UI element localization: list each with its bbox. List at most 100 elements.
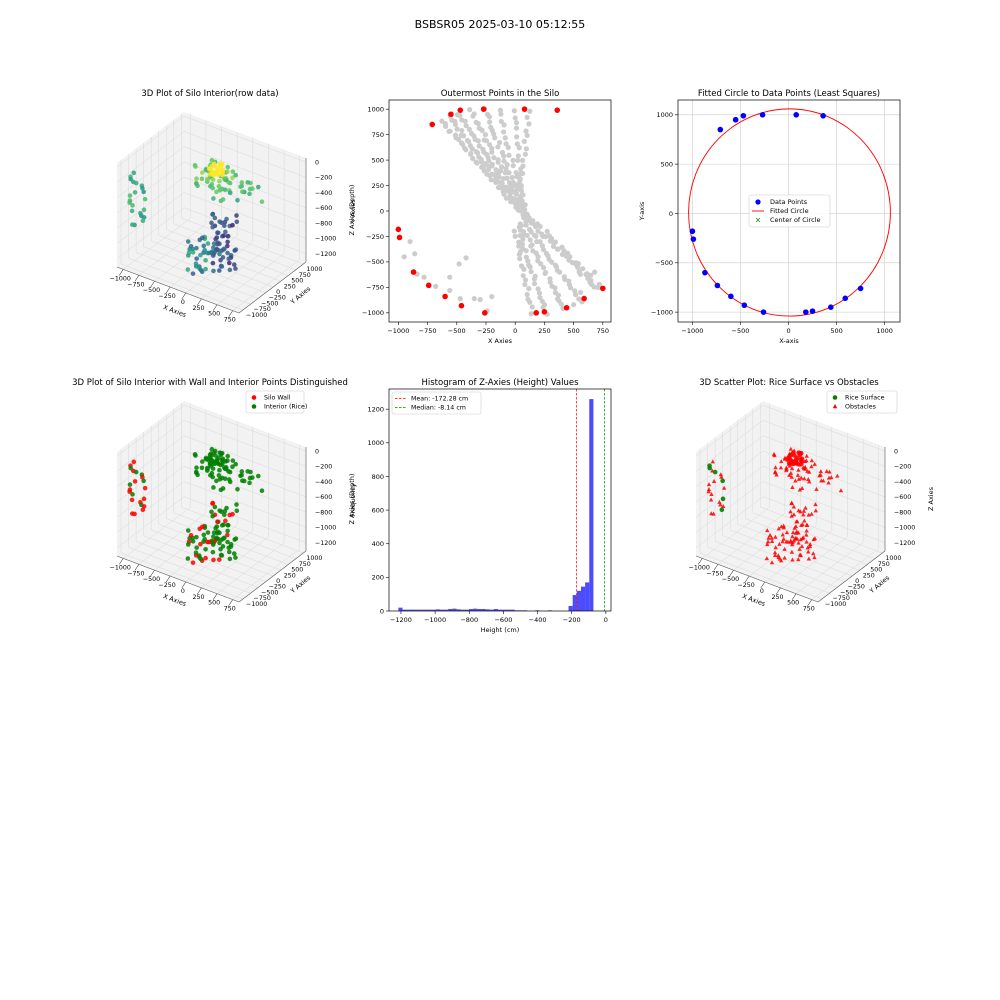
outer-grey-point-307 xyxy=(537,294,543,301)
surf3d-wall-gridz-l-6 xyxy=(695,496,764,548)
wall3d-floor-gridx-0 xyxy=(123,507,191,559)
raw3d-point-139 xyxy=(194,181,199,187)
outer-grey-point-344 xyxy=(575,260,582,267)
raw3d-point-54 xyxy=(227,267,233,273)
wall3d-point-37 xyxy=(225,532,230,538)
raw3d-wall-gridz-r-5 xyxy=(183,192,307,239)
wall3d-point-9 xyxy=(127,482,133,487)
surf3d-xtick-0 xyxy=(698,558,703,565)
wall3d-floor-gridx-6 xyxy=(216,542,285,594)
hist-bar-20 xyxy=(481,608,486,611)
raw3d-point-82 xyxy=(190,271,196,276)
raw3d-point-53 xyxy=(210,260,216,266)
outer-grey-point-304 xyxy=(531,281,538,287)
panel-raw3d: 3D Plot of Silo Interior(row data) −1000… xyxy=(110,89,356,324)
outer-title: Outermost Points in the Silo xyxy=(441,89,560,99)
hist-bar-1 xyxy=(402,609,407,611)
outer-ytick-label-3: −250 xyxy=(366,233,384,241)
raw3d-xtick-3 xyxy=(165,286,171,294)
outer-grey-point-73 xyxy=(466,126,472,132)
surf3d-point-59 xyxy=(803,505,808,510)
surf3d-xtick-label-2: −500 xyxy=(722,576,739,583)
outer-grey-point-212 xyxy=(535,228,541,234)
surf3d-wall-gridz-r-4 xyxy=(762,465,886,513)
outer-grey-point-200 xyxy=(519,157,526,163)
outer-red-point-15 xyxy=(563,304,570,311)
surf3d-point-28 xyxy=(796,557,801,562)
surf3d-point-151 xyxy=(797,487,803,492)
outer-grey-point-132 xyxy=(486,114,493,120)
hist-bar-6 xyxy=(423,609,428,611)
surf3d-point-56 xyxy=(793,524,799,529)
surf3d-point-4 xyxy=(712,469,718,475)
surf3d-point-103 xyxy=(773,534,778,539)
wall3d-ytick-label-6: 500 xyxy=(291,567,303,574)
surf3d-point-96 xyxy=(781,536,786,541)
surf3d-point-63 xyxy=(791,512,797,517)
wall3d-point-19 xyxy=(140,507,146,513)
circle-data-point-6 xyxy=(732,116,739,123)
outer-grey-point-43 xyxy=(465,138,472,145)
raw3d-ztick-label-0: 0 xyxy=(315,159,319,166)
surf3d-point-78 xyxy=(794,519,799,524)
hist-xtick-label-1: −1000 xyxy=(424,616,446,624)
outer-grey-point-334 xyxy=(537,223,543,230)
hist-bar-16 xyxy=(464,609,469,611)
raw3d-wall-gridz-r-0 xyxy=(183,115,307,163)
raw3d-point-15 xyxy=(129,208,135,214)
surf3d-legend-marker-obstacles xyxy=(832,404,838,409)
surf3d-wall-gridz-l-2 xyxy=(695,435,764,487)
hist-bar-4 xyxy=(414,609,420,611)
outer-grey-point-11 xyxy=(463,147,469,153)
outer-grey-point-292 xyxy=(517,232,523,239)
outer-grey-point-85 xyxy=(489,163,495,169)
raw3d-point-25 xyxy=(212,215,218,221)
raw3d-title: 3D Plot of Silo Interior(row data) xyxy=(141,89,278,99)
wall3d-point-75 xyxy=(231,551,237,556)
surf3d-point-51 xyxy=(789,542,795,547)
raw3d-point-4 xyxy=(133,180,139,186)
hist-bar-43 xyxy=(576,590,581,611)
surf3d-point-74 xyxy=(789,513,794,518)
surf3d-point-26 xyxy=(813,502,818,507)
raw3d-pane-left xyxy=(117,112,184,267)
raw3d-point-70 xyxy=(222,246,227,252)
surf3d-point-41 xyxy=(790,534,795,539)
outer-grey-point-298 xyxy=(525,258,531,264)
wall3d-wall-gridz-r-2 xyxy=(183,435,307,482)
raw3d-floor-gridx-0 xyxy=(123,218,191,270)
outer-grey-point-198 xyxy=(523,146,529,152)
outer-ytick-label-1: −750 xyxy=(366,284,384,292)
outer-grey-point-83 xyxy=(486,158,492,164)
raw3d-point-158 xyxy=(245,180,251,185)
wall3d-point-198 xyxy=(215,460,220,466)
raw3d-point-144 xyxy=(193,164,198,169)
wall3d-point-108 xyxy=(188,532,194,538)
wall3d-ytick-label-5: 250 xyxy=(284,572,296,579)
hist-legend-label-median: Median: -8.14 cm xyxy=(411,405,466,412)
raw3d-point-152 xyxy=(220,197,226,202)
raw3d-point-166 xyxy=(235,197,240,203)
hist-bar-26 xyxy=(506,609,511,611)
outer-grey-point-345 xyxy=(580,266,586,272)
raw3d-point-14 xyxy=(141,207,147,213)
wall3d-point-109 xyxy=(200,524,205,530)
wall3d-point-52 xyxy=(223,518,228,524)
raw3d-point-29 xyxy=(226,260,232,266)
wall3d-point-120 xyxy=(230,464,235,470)
wall3d-point-159 xyxy=(239,469,245,474)
wall3d-point-126 xyxy=(205,465,210,471)
outer-grey-point-166 xyxy=(510,163,516,169)
surf3d-point-49 xyxy=(804,539,809,544)
raw3d-wall-gridz-l-2 xyxy=(116,146,185,198)
wall3d-point-167 xyxy=(259,488,265,494)
raw3d-point-129 xyxy=(199,176,205,182)
surf3d-zlabel: Z Axies xyxy=(927,486,935,511)
wall3d-wall-gridz-l-4 xyxy=(116,465,185,518)
outer-grey-point-37 xyxy=(452,121,459,128)
surf3d-point-52 xyxy=(802,518,807,523)
surf3d-wall-gridz-l-0 xyxy=(695,404,764,457)
raw3d-point-170 xyxy=(217,187,223,193)
surf3d-point-149 xyxy=(789,466,795,471)
outer-grey-point-100 xyxy=(467,107,473,113)
